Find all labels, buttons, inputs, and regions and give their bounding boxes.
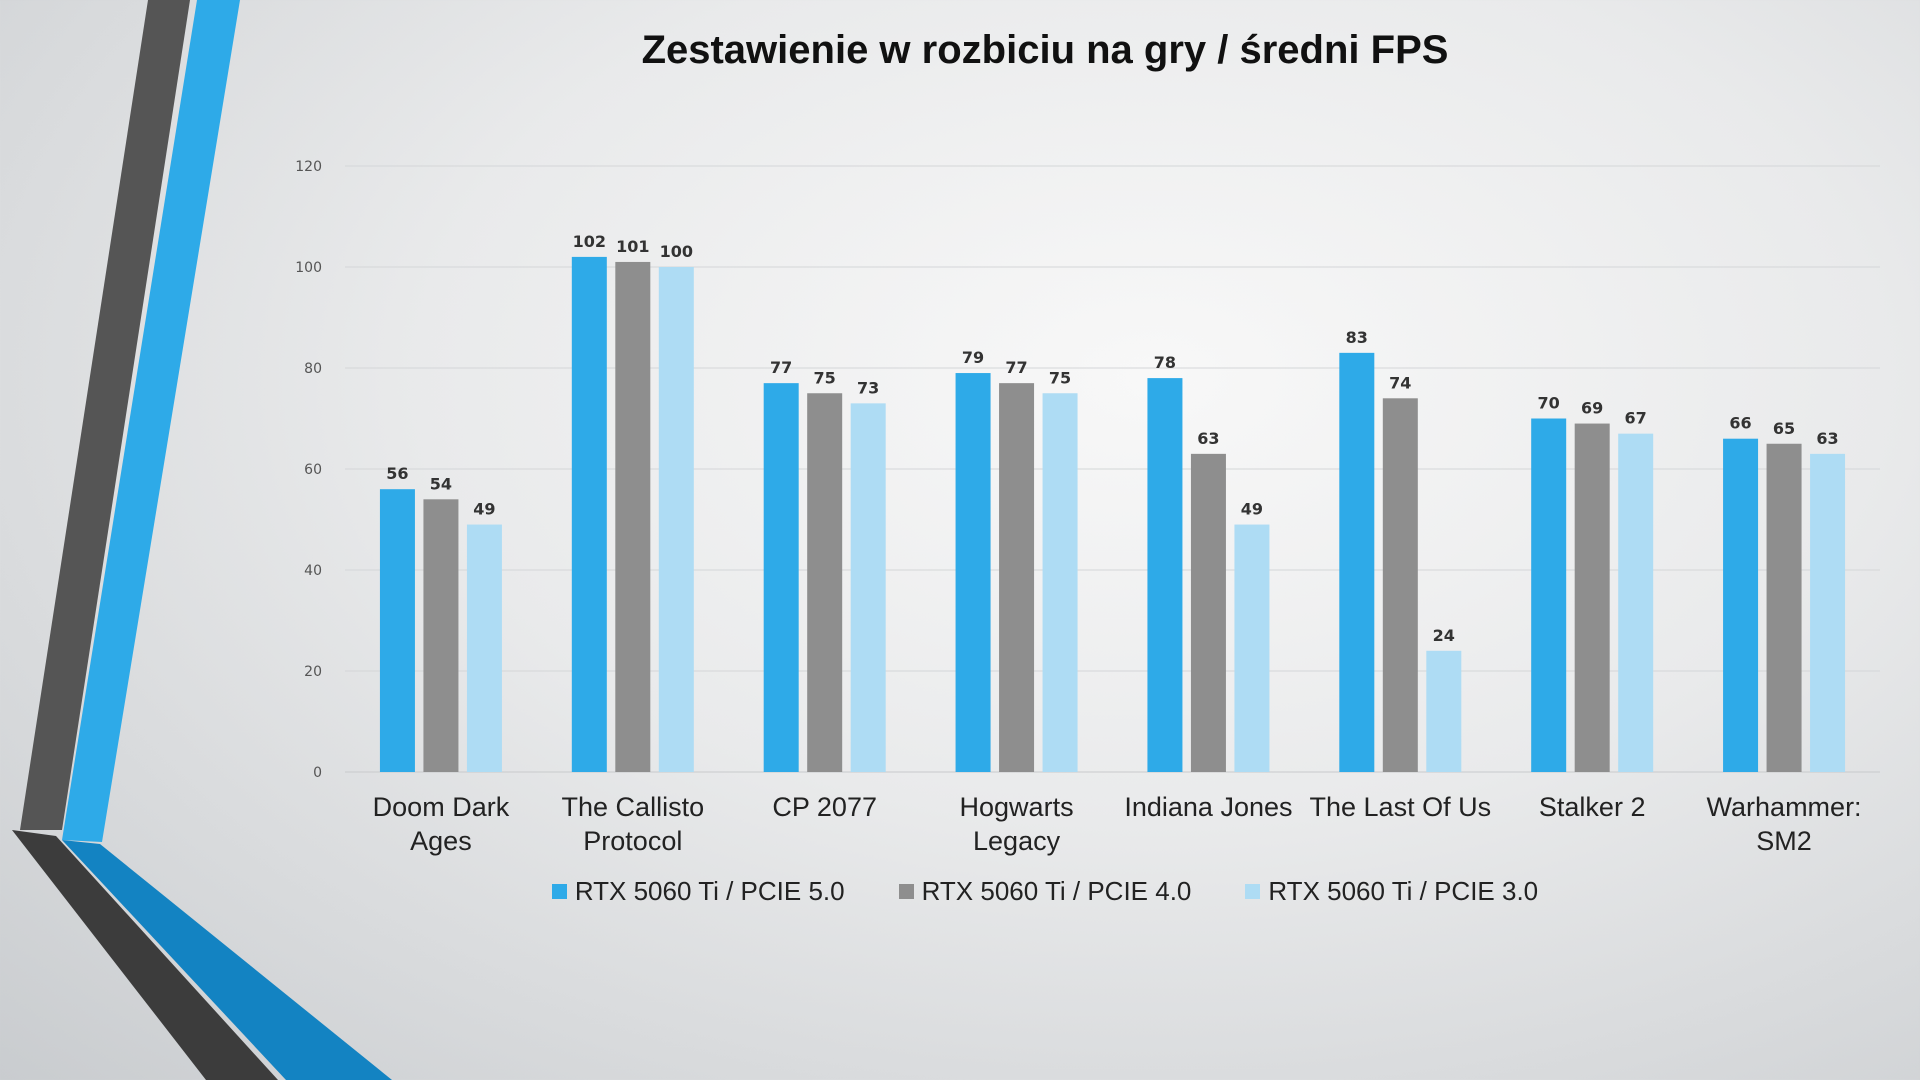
data-label: 100	[660, 242, 693, 261]
y-tick-label: 100	[295, 260, 322, 276]
dark-lower-stripe	[12, 830, 278, 1080]
legend-swatch	[898, 884, 914, 899]
bar	[1574, 423, 1610, 772]
data-label: 63	[1816, 429, 1838, 448]
data-label: 102	[573, 232, 606, 251]
x-category-label-line: Stalker 2	[1539, 792, 1646, 822]
data-label: 63	[1197, 429, 1219, 448]
legend-label: RTX 5060 Ti / PCIE 5.0	[574, 876, 845, 906]
data-label: 69	[1581, 399, 1603, 418]
x-category-label-line: Ages	[410, 826, 472, 856]
bar	[1190, 453, 1226, 772]
bar	[1042, 393, 1078, 772]
x-category-label: Indiana Jones	[1124, 792, 1292, 822]
y-tick-label: 60	[304, 462, 322, 478]
data-label: 77	[770, 358, 792, 377]
x-category-label: The Last Of Us	[1310, 792, 1492, 822]
x-category-label-line: CP 2077	[772, 792, 877, 822]
blue-stripe	[62, 0, 240, 842]
bar	[466, 524, 502, 772]
bar	[1766, 443, 1802, 772]
bar	[615, 261, 651, 772]
x-category-label-line: Doom Dark	[373, 792, 510, 822]
bar	[850, 403, 886, 772]
x-category-label-line: The Callisto	[562, 792, 705, 822]
data-label: 83	[1346, 328, 1368, 347]
bar	[1426, 650, 1462, 772]
legend-label: RTX 5060 Ti / PCIE 3.0	[1268, 876, 1539, 906]
bar	[1382, 398, 1418, 772]
bar	[807, 393, 843, 772]
bar	[1339, 352, 1375, 772]
x-category-label: Warhammer: SM2	[1707, 792, 1862, 856]
data-label: 74	[1389, 373, 1411, 392]
y-tick-label: 0	[313, 765, 322, 781]
data-label: 24	[1433, 626, 1455, 645]
x-category-label: Doom Dark Ages	[373, 792, 510, 856]
x-category-label: CP 2077	[772, 792, 877, 822]
data-label: 101	[616, 237, 649, 256]
data-label: 67	[1625, 409, 1647, 428]
legend-swatch	[551, 884, 567, 899]
dark-stripe	[20, 0, 190, 830]
x-category-label: Stalker 2	[1539, 792, 1646, 822]
bar	[1723, 438, 1759, 772]
legend-item: RTX 5060 Ti / PCIE 5.0	[551, 876, 845, 907]
data-label: 75	[814, 368, 836, 387]
data-label: 78	[1154, 353, 1176, 372]
x-category-label: The Callisto Protocol	[562, 792, 705, 856]
bar	[379, 489, 415, 772]
x-category-label-line: The Last Of Us	[1310, 792, 1492, 822]
legend-swatch	[1245, 884, 1261, 899]
bar	[571, 256, 607, 772]
x-category-label: Hogwarts Legacy	[960, 792, 1074, 856]
legend-item: RTX 5060 Ti / PCIE 4.0	[898, 876, 1192, 907]
y-tick-label: 80	[304, 361, 322, 377]
bar	[658, 267, 694, 772]
data-label: 65	[1773, 419, 1795, 438]
x-category-label-line: Legacy	[973, 826, 1061, 856]
y-tick-label: 40	[304, 563, 322, 579]
data-label: 75	[1049, 368, 1071, 387]
data-label: 73	[857, 378, 879, 397]
bar	[763, 383, 799, 772]
data-label: 49	[473, 500, 495, 519]
data-label: 56	[386, 464, 408, 483]
data-label: 70	[1538, 394, 1560, 413]
x-category-label-line: Indiana Jones	[1124, 792, 1292, 822]
x-category-label-line: Hogwarts	[960, 792, 1074, 822]
bar	[1810, 453, 1846, 772]
data-label: 77	[1005, 358, 1027, 377]
y-tick-label: 120	[295, 159, 322, 175]
data-label: 54	[430, 474, 452, 493]
data-label: 66	[1729, 414, 1751, 433]
bar	[1147, 378, 1183, 772]
y-tick-label: 20	[304, 664, 322, 680]
legend: RTX 5060 Ti / PCIE 5.0 RTX 5060 Ti / PCIE…	[0, 876, 1920, 907]
bar	[999, 383, 1035, 772]
x-category-label-line: SM2	[1756, 826, 1812, 856]
data-label: 49	[1241, 500, 1263, 519]
chart-title: Zestawienie w rozbiciu na gry / średni F…	[641, 28, 1449, 72]
bar	[1234, 524, 1270, 772]
x-category-label-line: Protocol	[583, 826, 682, 856]
legend-label: RTX 5060 Ti / PCIE 4.0	[921, 876, 1192, 906]
data-label: 79	[962, 348, 984, 367]
legend-item: RTX 5060 Ti / PCIE 3.0	[1245, 876, 1538, 907]
bar	[1531, 418, 1567, 772]
x-category-label-line: Warhammer:	[1707, 792, 1862, 822]
bar	[423, 499, 459, 772]
bar	[955, 373, 991, 772]
blue-lower-stripe	[62, 840, 392, 1080]
bar	[1618, 433, 1654, 772]
